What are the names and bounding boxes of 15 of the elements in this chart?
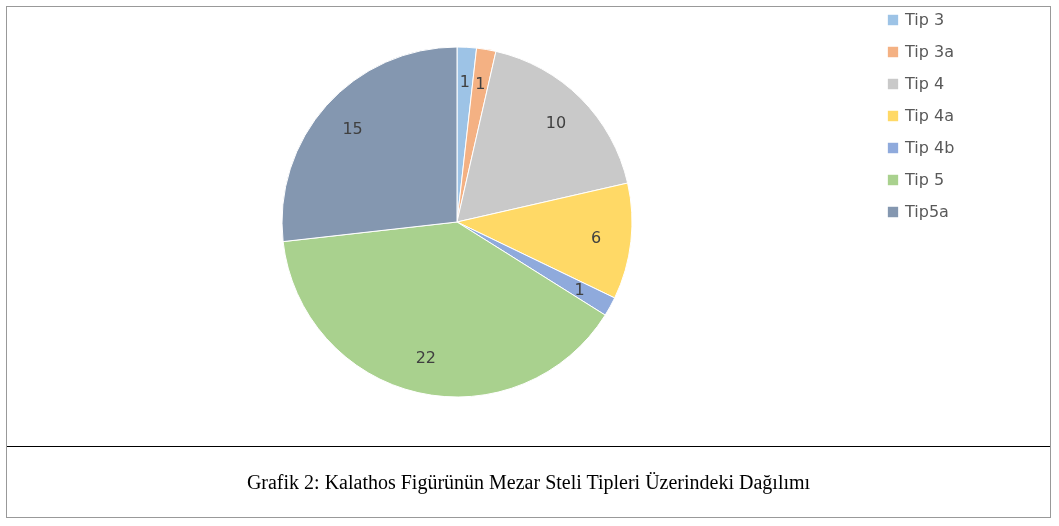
legend-label: Tip 4 [904,74,945,93]
data-label: 22 [415,348,437,368]
legend-label: Tip 3 [904,10,945,29]
data-label: 10 [545,113,567,133]
data-label: 15 [342,118,363,138]
legend-label: Tip 5 [904,170,945,189]
data-label: 6 [591,227,602,247]
text: Grafik 2: Kalathos Figürünün Mezar Steli Tipleri Üzerindeki Dağılımı [246,470,811,494]
data-label: 1 [574,279,585,299]
legend-label: Tip5a [904,202,949,221]
legend-label: Tip 4a [904,106,954,125]
data-label: 1 [459,72,470,92]
legend-label: Tip 4b [904,138,955,157]
data-label: 1 [475,73,486,93]
legend-label: Tip 3a [904,42,954,61]
